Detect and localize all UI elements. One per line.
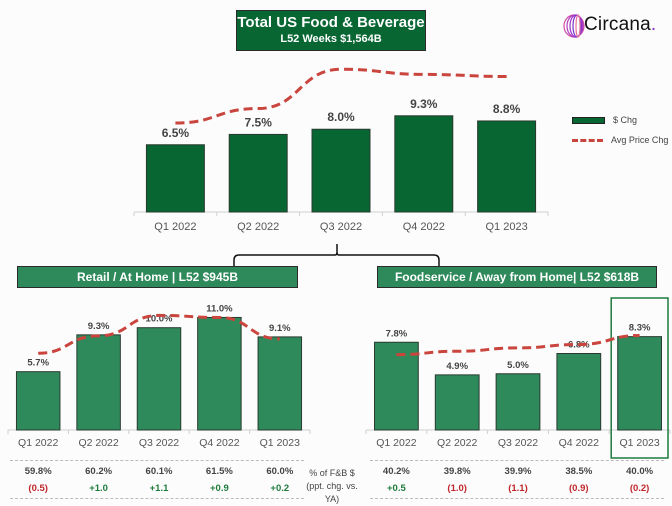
category-label: Q3 2022 [139,437,179,449]
data-label: 7.8% [386,328,408,339]
main-subtitle: L52 Weeks $1,564B [280,33,382,45]
bar [495,373,541,431]
retail-change-cell: +0.9 [210,483,229,494]
data-label: 8.8% [493,102,521,116]
foodservice-change-cell: (1.1) [508,483,528,494]
bar [136,327,182,431]
retail-share-cell: 59.8% [24,466,52,477]
data-label: 10.0% [146,314,173,325]
retail-share-cell: 60.1% [145,466,173,477]
foodservice-share-cell: 39.9% [504,466,532,477]
bar [15,371,61,431]
circana-logo-icon [563,14,585,38]
foodservice-share-cell: 40.2% [382,466,410,477]
legend: $ Chg Avg Price Chg [572,110,668,150]
category-label: Q4 2022 [559,437,599,449]
dashed-line-swatch-icon [572,138,603,142]
retail-change-cell: +1.1 [149,483,169,494]
retail-title-box: Retail / At Home | L52 $945B [17,266,298,288]
foodservice-change-cell: (0.2) [629,483,650,494]
bar [617,336,662,431]
category-label: Q1 2022 [154,221,196,233]
logo-wordmark: Circana. [584,14,656,36]
category-label: Q4 2022 [199,437,239,449]
retail-share-cell: 60.2% [85,466,113,477]
highlight-box [610,297,669,459]
bar [434,374,480,431]
data-label: 6.5% [162,126,190,140]
bracket-connector [233,244,440,266]
bar [394,115,454,213]
circana-logo: Circana. [562,12,662,40]
retail-table-bottom-rule [10,498,304,499]
data-label: 7.5% [245,115,273,129]
category-label: Q1 2023 [619,437,659,449]
legend-line-label: Avg Price Chg [611,135,669,145]
data-label: 9.3% [410,97,438,111]
foodservice-change-cell: +0.5 [387,483,406,494]
logo-text: Circana [584,14,651,35]
foodservice-table-bottom-rule [370,498,664,499]
retail-change-cell: +0.2 [270,483,290,494]
category-label: Q3 2022 [498,437,538,449]
category-label: Q1 2022 [376,437,416,449]
category-label: Q4 2022 [403,221,445,233]
foodservice-share-cell: 40.0% [626,466,654,477]
avg-price-line [396,334,640,357]
category-label: Q1 2023 [260,437,300,449]
data-label: 5.7% [27,358,49,369]
bar [145,144,205,213]
legend-item-bar: $ Chg [572,110,668,130]
legend-item-line: Avg Price Chg [572,130,668,150]
legend-bar-label: $ Chg [613,115,638,125]
category-label: Q2 2022 [437,437,477,449]
bar [477,120,537,213]
foodservice-title: Foodservice / Away from Home| L52 $618B [394,270,640,284]
data-label: 8.0% [327,110,355,124]
retail-table-top-rule [10,460,304,461]
category-label: Q2 2022 [78,437,118,449]
main-title-box: Total US Food & Beverage L52 Weeks $1,56… [236,10,426,51]
share-label-line2: (ppt. chg. vs. YA) [306,481,358,504]
total-chart: 6.5% Q1 2022 7.5% Q2 2022 8.0% Q3 2022 9.3% Q4 … [133,67,549,233]
category-label: Q1 2023 [485,221,527,233]
main-title: Total US Food & Beverage [237,14,425,31]
data-label: 11.0% [206,303,233,314]
bar [228,133,288,213]
bar [374,341,419,431]
retail-change-cell: +1.0 [89,483,108,494]
retail-share-cell: 60.0% [266,466,294,477]
bar [76,334,121,431]
foodservice-change-cell: (1.0) [447,483,467,494]
data-label: 9.1% [269,323,291,334]
foodservice-title-box: Foodservice / Away from Home| L52 $618B [377,266,657,288]
foodservice-share-cell: 39.8% [443,466,471,477]
foodservice-change-cell: (0.9) [569,483,589,494]
data-label: 9.3% [88,321,110,332]
avg-price-line [175,67,507,125]
data-label: 5.0% [507,360,529,371]
retail-share-cell: 61.5% [205,466,233,477]
retail-change-cell: (0.5) [28,483,48,494]
foodservice-share-cell: 38.5% [565,466,593,477]
category-label: Q2 2022 [237,221,279,233]
share-table-label: % of F&B $ (ppt. chg. vs. YA) [300,467,364,506]
retail-chart: 5.7% Q1 2022 9.3% Q2 2022 10.0% Q3 2022 11.0% Q… [7,303,311,449]
bar [257,336,303,431]
retail-title: Retail / At Home | L52 $945B [77,270,238,284]
category-label: Q3 2022 [320,221,362,233]
category-label: Q1 2022 [18,437,58,449]
foodservice-table-top-rule [370,460,664,461]
share-label-line1: % of F&B $ [309,468,355,478]
bar [311,128,371,213]
bar [197,316,242,431]
data-label: 8.3% [629,323,651,334]
avg-price-line [38,313,280,355]
data-label: 4.9% [446,361,468,372]
bar [556,353,602,431]
logo-dot: . [650,14,657,35]
bar-swatch-icon [572,116,605,124]
